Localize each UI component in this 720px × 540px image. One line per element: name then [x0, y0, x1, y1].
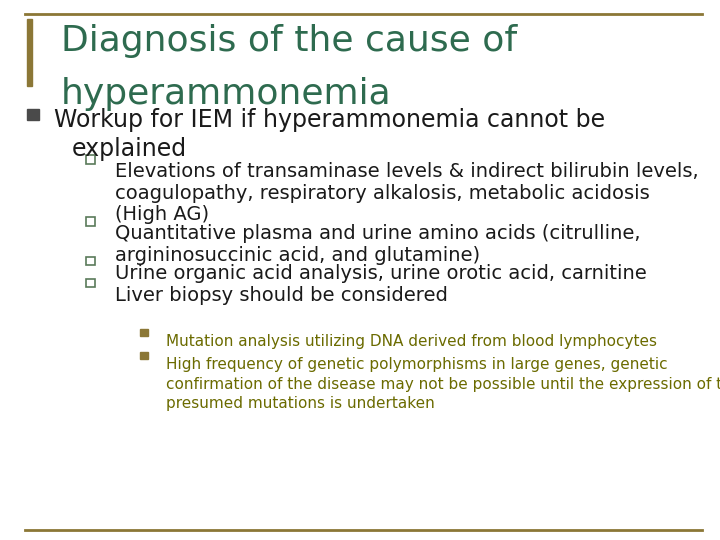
Text: Workup for IEM if hyperammonemia cannot be: Workup for IEM if hyperammonemia cannot …: [54, 108, 605, 132]
Text: Mutation analysis utilizing DNA derived from blood lymphocytes: Mutation analysis utilizing DNA derived …: [166, 334, 657, 349]
Bar: [86, 155, 95, 164]
Text: (High AG): (High AG): [115, 205, 210, 224]
Text: explained: explained: [72, 137, 187, 160]
Text: hyperammonemia: hyperammonemia: [61, 77, 392, 111]
Bar: [86, 279, 95, 287]
Text: Quantitative plasma and urine amino acids (citrulline,: Quantitative plasma and urine amino acid…: [115, 224, 641, 243]
Text: Urine organic acid analysis, urine orotic acid, carnitine: Urine organic acid analysis, urine oroti…: [115, 264, 647, 282]
Bar: [140, 352, 148, 359]
Text: Diagnosis of the cause of: Diagnosis of the cause of: [61, 24, 518, 58]
Text: coagulopathy, respiratory alkalosis, metabolic acidosis: coagulopathy, respiratory alkalosis, met…: [115, 184, 650, 202]
Text: Elevations of transaminase levels & indirect bilirubin levels,: Elevations of transaminase levels & indi…: [115, 162, 699, 181]
Bar: [27, 109, 39, 120]
Text: confirmation of the disease may not be possible until the expression of the: confirmation of the disease may not be p…: [166, 377, 720, 392]
Text: presumed mutations is undertaken: presumed mutations is undertaken: [166, 396, 434, 411]
Bar: [140, 329, 148, 336]
Bar: [27, 19, 32, 86]
Bar: [86, 217, 95, 226]
Text: argininosuccinic acid, and glutamine): argininosuccinic acid, and glutamine): [115, 246, 480, 265]
Text: High frequency of genetic polymorphisms in large genes, genetic: High frequency of genetic polymorphisms …: [166, 357, 667, 373]
Text: Liver biopsy should be considered: Liver biopsy should be considered: [115, 286, 448, 305]
Bar: [86, 256, 95, 265]
